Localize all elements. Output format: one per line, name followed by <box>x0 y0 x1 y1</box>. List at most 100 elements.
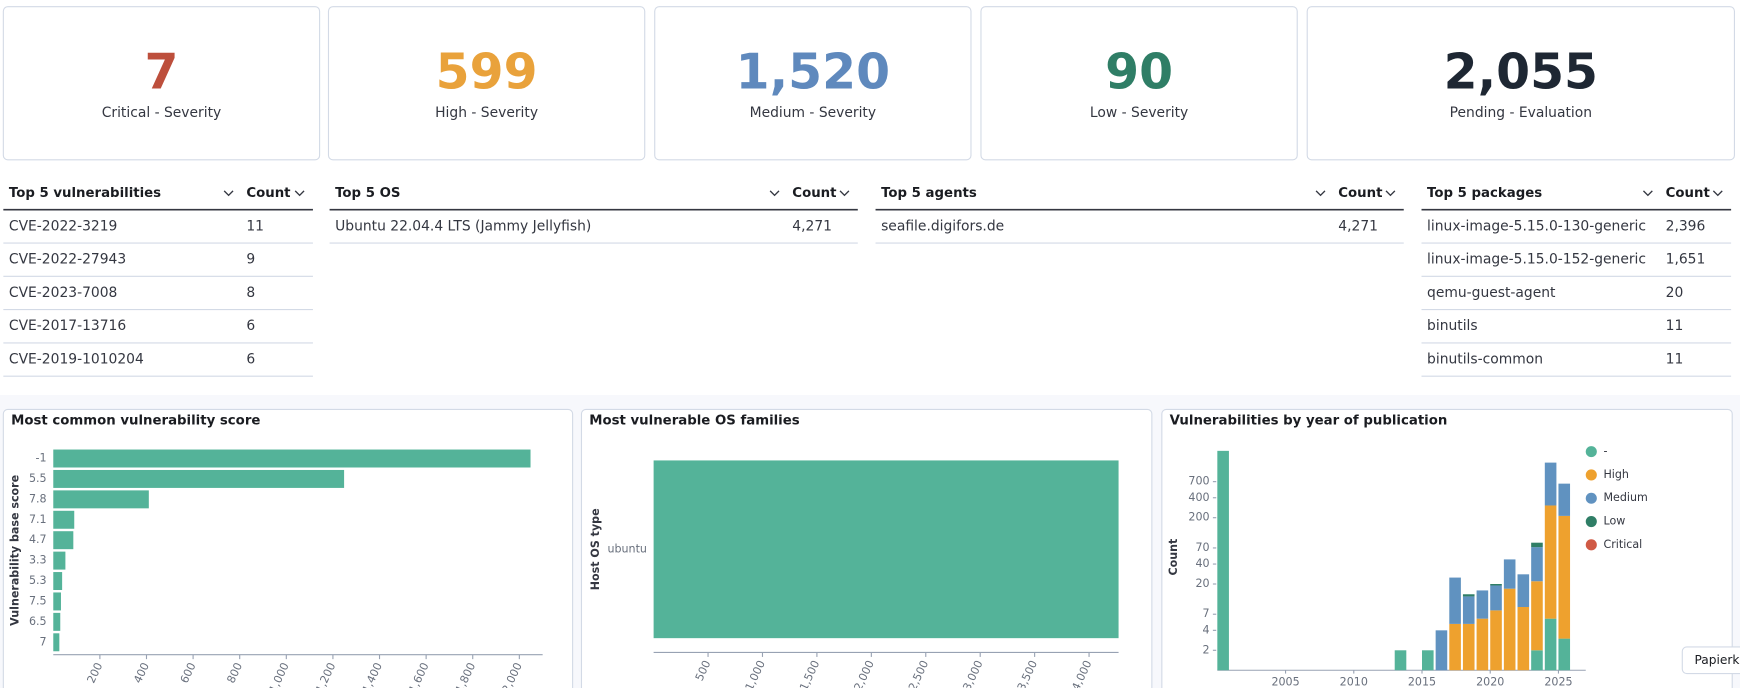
y-axis-title: Host OS type <box>589 508 602 590</box>
y-tick-label: 7.5 <box>29 594 47 607</box>
bar-segment <box>1531 542 1543 548</box>
metric-label: Critical - Severity <box>102 105 222 121</box>
table-cell: CVE-2022-3219 <box>9 218 117 234</box>
bar-segment <box>1462 594 1475 597</box>
tooltip <box>1681 646 1740 675</box>
bar-segment <box>1544 505 1557 619</box>
table-header: Count <box>792 186 837 201</box>
y-tick-label: 3.3 <box>29 554 47 567</box>
x-tick-label: 2020 <box>1476 675 1504 688</box>
bar-segment <box>1462 596 1475 624</box>
metric-card <box>1306 6 1735 161</box>
x-tick-label: 2015 <box>1408 675 1436 688</box>
legend-label: Critical <box>1603 538 1642 551</box>
table-cell: 4,271 <box>1338 218 1378 234</box>
table-cell: 6 <box>246 318 255 334</box>
y-tick-label: 20 <box>1195 577 1209 590</box>
metric-card <box>980 6 1298 161</box>
table-cell: CVE-2023-7008 <box>9 285 117 301</box>
metric-value: 1,520 <box>736 43 890 100</box>
y-tick-label: 200 <box>1188 511 1209 524</box>
table-cell: CVE-2019-1010204 <box>9 352 144 368</box>
sort-icon <box>294 190 305 197</box>
table-cell: 9 <box>246 252 255 268</box>
table-cell: 11 <box>1666 352 1684 368</box>
table-cell: 2,396 <box>1666 218 1706 234</box>
bar-segment <box>1503 559 1516 589</box>
chart-title: Vulnerabilities by year of publication <box>1170 414 1448 429</box>
y-tick-label: 700 <box>1188 475 1209 488</box>
table-header: Count <box>1338 186 1383 201</box>
bar <box>53 531 74 550</box>
metric-label: Pending - Evaluation <box>1450 105 1592 121</box>
bar-segment <box>1490 584 1502 586</box>
y-tick-label: 4.7 <box>29 533 47 546</box>
table-cell: binutils <box>1427 318 1478 334</box>
y-tick-label: 7 <box>40 635 47 648</box>
bar <box>53 612 61 631</box>
y-tick-label: 2 <box>1202 643 1209 656</box>
y-tick-label: 5.5 <box>29 472 47 485</box>
legend-marker <box>1585 516 1597 528</box>
y-axis-title: Count <box>1167 538 1180 576</box>
table-cell: 1,651 <box>1666 252 1706 268</box>
legend-label: Medium <box>1603 491 1647 504</box>
bar-segment <box>1531 581 1543 651</box>
bar <box>53 490 149 509</box>
tooltip-text: Papierk <box>1694 653 1740 667</box>
bar <box>653 460 1119 639</box>
table-header: Top 5 packages <box>1427 186 1542 201</box>
sort-icon <box>223 190 234 197</box>
metric-card <box>2 6 321 161</box>
y-tick-label: -1 <box>36 452 47 465</box>
legend-marker <box>1585 446 1597 458</box>
y-tick-label: 400 <box>1188 491 1209 504</box>
bar-segment <box>1449 623 1461 671</box>
table-cell: 6 <box>246 352 255 368</box>
metric-label: Low - Severity <box>1090 105 1188 121</box>
table-header: Top 5 agents <box>881 186 977 201</box>
y-tick-label: ubuntu <box>607 542 646 555</box>
y-tick-label: 40 <box>1195 557 1209 570</box>
legend-label: - <box>1603 445 1607 458</box>
table-header: Count <box>246 186 291 201</box>
bar-segment <box>1517 606 1530 671</box>
table-header: Top 5 vulnerabilities <box>9 186 161 201</box>
bar <box>53 633 60 652</box>
y-axis-title: Vulnerability base score <box>9 475 22 626</box>
legend-marker <box>1585 492 1597 504</box>
bar <box>53 449 531 468</box>
bar-segment <box>1558 483 1571 516</box>
bar-segment <box>1462 623 1475 671</box>
table-cell: seafile.digifors.de <box>881 218 1004 234</box>
bar-segment <box>1544 618 1557 671</box>
y-tick-label: 4 <box>1202 623 1209 636</box>
bar-segment <box>1217 450 1229 671</box>
table-cell: CVE-2017-13716 <box>9 318 126 334</box>
bar-segment <box>1544 462 1557 506</box>
legend-label: High <box>1603 468 1628 481</box>
bar-segment <box>1490 610 1502 671</box>
x-tick-label: 2005 <box>1271 675 1299 688</box>
bar-segment <box>1435 630 1448 671</box>
sort-icon <box>1385 190 1396 197</box>
legend-marker <box>1585 469 1597 481</box>
sort-icon <box>839 190 850 197</box>
chart-title: Most common vulnerability score <box>11 414 260 429</box>
sort-icon <box>1712 190 1723 197</box>
table-cell: 4,271 <box>792 218 832 234</box>
bar-segment <box>1490 585 1502 611</box>
table-cell: 20 <box>1666 285 1684 301</box>
metric-label: Medium - Severity <box>750 105 876 121</box>
bar <box>53 469 345 488</box>
bar-segment <box>1558 638 1571 671</box>
y-tick-label: 7.8 <box>29 492 47 505</box>
metric-value: 90 <box>1105 43 1173 100</box>
bar-segment <box>1531 547 1543 582</box>
table-cell: qemu-guest-agent <box>1427 285 1556 301</box>
bar <box>53 551 66 570</box>
table-cell: CVE-2022-27943 <box>9 252 126 268</box>
bar <box>53 510 75 529</box>
table-cell: 11 <box>246 218 264 234</box>
